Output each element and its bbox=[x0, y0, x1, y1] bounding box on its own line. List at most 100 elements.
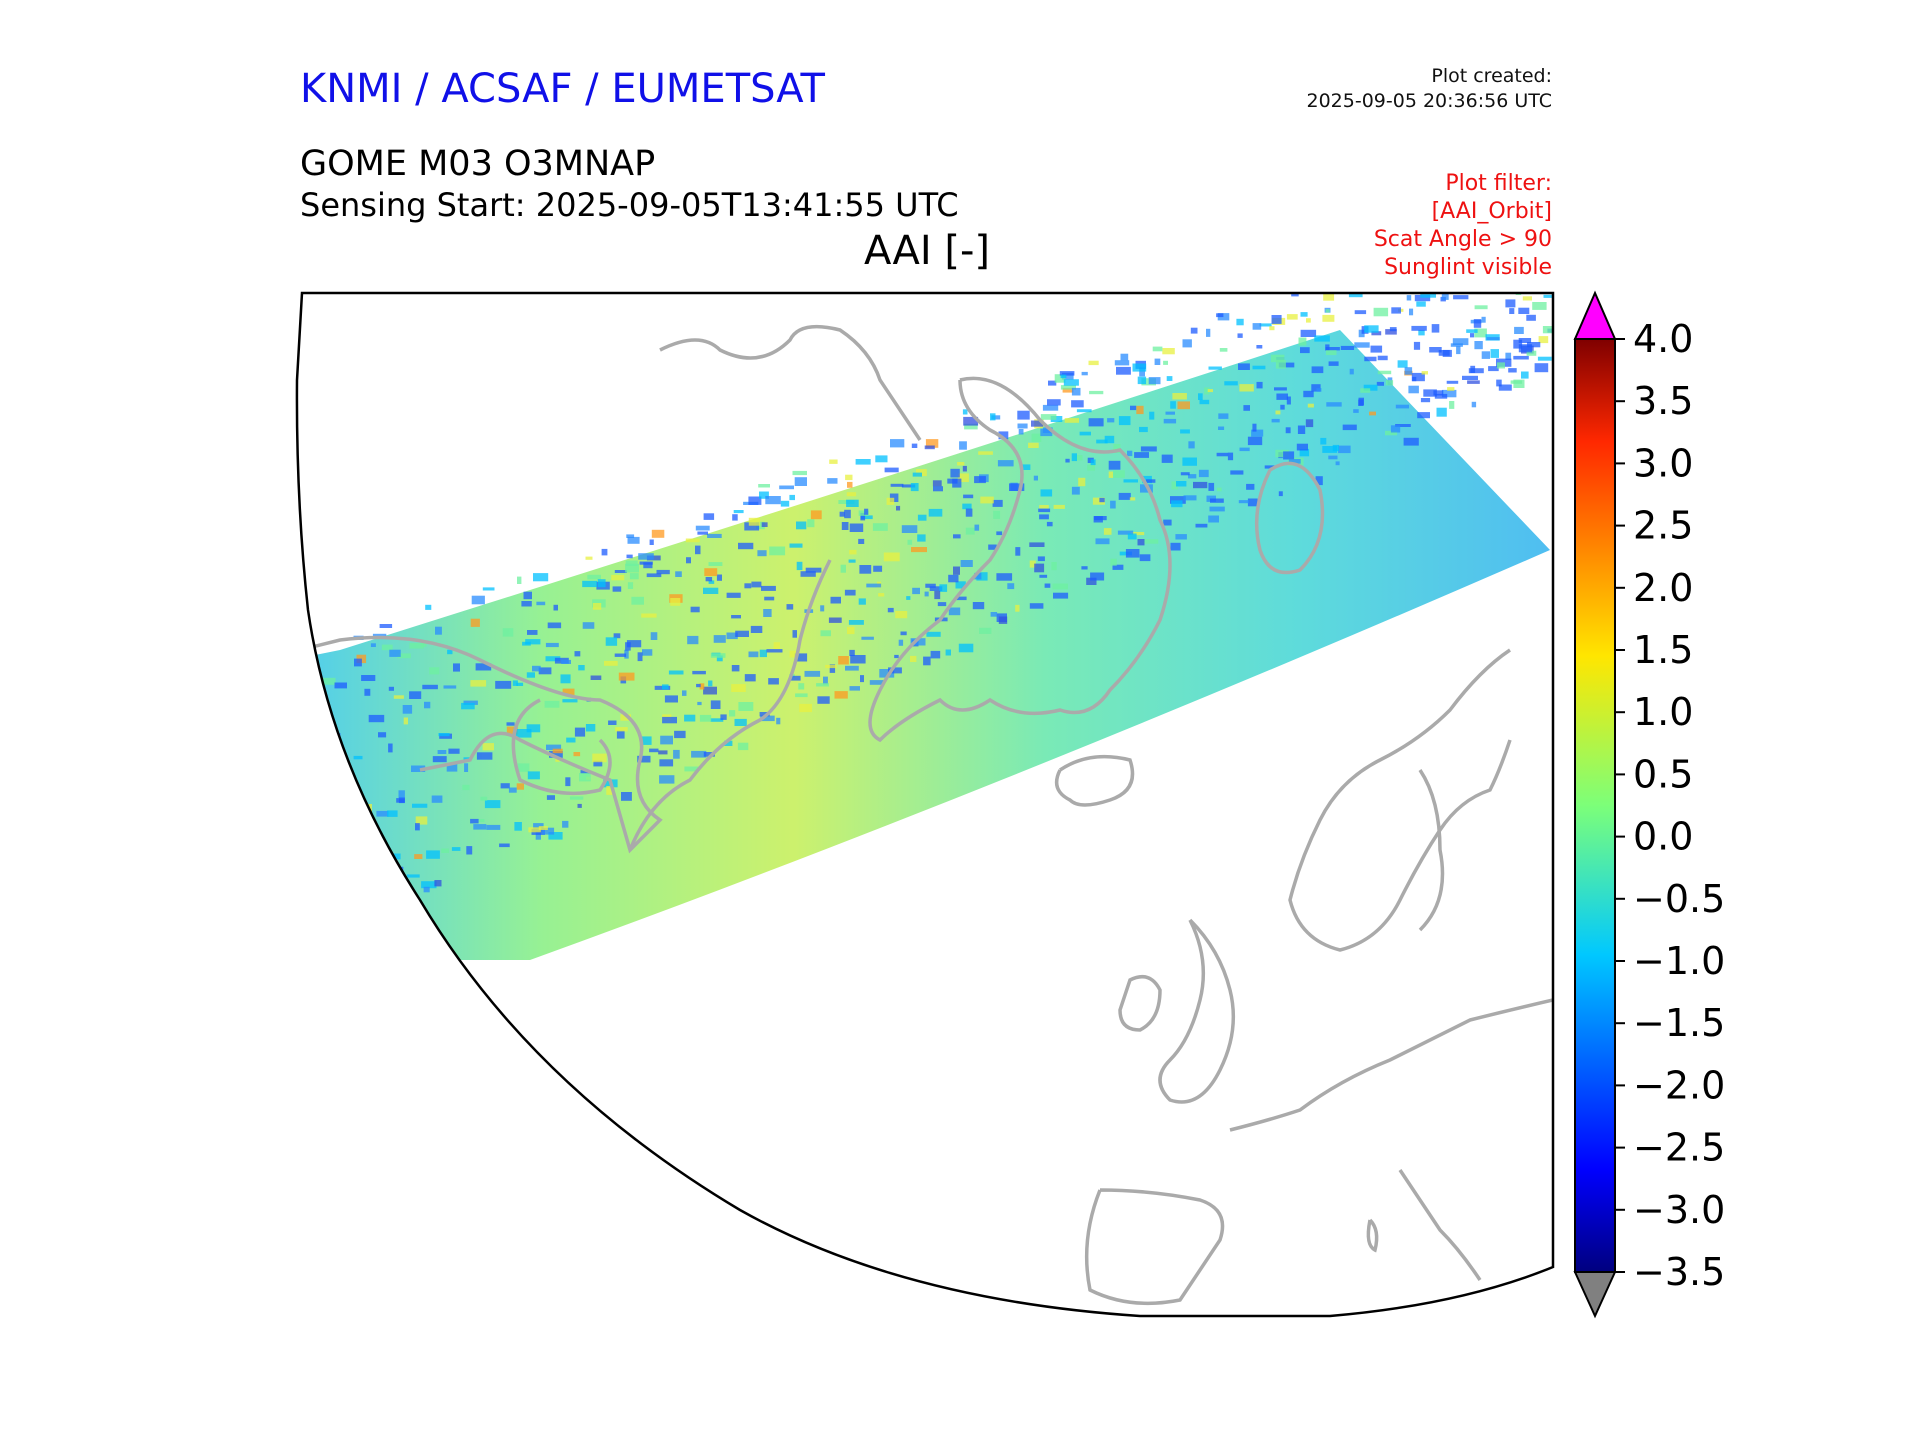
swath-pixel bbox=[517, 763, 530, 772]
swath-pixel bbox=[840, 564, 846, 573]
swath-pixel bbox=[522, 641, 531, 646]
swath-pixel bbox=[827, 478, 838, 484]
swath-pixel bbox=[945, 649, 951, 656]
swath-pixel bbox=[354, 658, 362, 667]
swath-pixel bbox=[1071, 400, 1084, 408]
swath-pixel bbox=[641, 736, 652, 745]
swath-pixel bbox=[1403, 437, 1419, 446]
swath-pixel bbox=[533, 573, 549, 582]
swath-pixel bbox=[423, 886, 430, 893]
swath-pixel bbox=[1376, 381, 1384, 386]
swath-pixel bbox=[1373, 307, 1389, 317]
swath-pixel bbox=[1275, 359, 1286, 369]
swath-pixel bbox=[1177, 401, 1190, 410]
swath-pixel bbox=[750, 625, 763, 633]
swath-pixel bbox=[508, 787, 517, 793]
swath-pixel bbox=[447, 649, 453, 655]
swath-pixel bbox=[886, 497, 895, 505]
swath-pixel bbox=[642, 649, 653, 656]
swath-pixel bbox=[872, 523, 888, 531]
swath-pixel bbox=[1434, 393, 1448, 399]
swath-pixel bbox=[668, 670, 684, 675]
swath-pixel bbox=[580, 770, 590, 774]
swath-pixel bbox=[1300, 347, 1310, 354]
swath-pixel bbox=[1119, 551, 1132, 556]
swath-pixel bbox=[574, 651, 581, 657]
swath-pixel bbox=[368, 714, 385, 723]
swath-pixel bbox=[1088, 418, 1104, 427]
swath-pixel bbox=[434, 880, 442, 887]
swath-pixel bbox=[1046, 521, 1053, 527]
swath-pixel bbox=[587, 574, 601, 580]
swath-pixel bbox=[1154, 358, 1161, 365]
swath-pixel bbox=[626, 554, 633, 559]
swath-pixel bbox=[855, 459, 871, 465]
swath-pixel bbox=[646, 555, 661, 561]
swath-pixel bbox=[422, 684, 438, 690]
swath-pixel bbox=[535, 831, 541, 840]
swath-pixel bbox=[1113, 444, 1121, 453]
swath-pixel bbox=[1314, 335, 1330, 342]
swath-pixel bbox=[544, 700, 560, 708]
swath-pixel bbox=[626, 640, 642, 648]
swath-pixel bbox=[662, 684, 669, 690]
swath-pixel bbox=[1408, 385, 1419, 394]
swath-pixel bbox=[1514, 326, 1524, 334]
swath-pixel bbox=[1441, 293, 1449, 300]
swath-pixel bbox=[409, 691, 422, 699]
swath-pixel bbox=[412, 803, 428, 808]
swath-pixel bbox=[629, 573, 639, 580]
swath-pixel bbox=[1474, 341, 1483, 350]
swath-pixel bbox=[682, 690, 687, 696]
swath-pixel bbox=[1488, 366, 1499, 372]
swath-pixel bbox=[542, 827, 555, 835]
swath-pixel bbox=[1328, 361, 1339, 366]
swath-pixel bbox=[1117, 530, 1134, 535]
swath-pixel bbox=[697, 701, 702, 706]
swath-pixel bbox=[959, 441, 967, 450]
colorbar-tick-label: 3.0 bbox=[1633, 441, 1693, 485]
swath-pixel bbox=[1224, 381, 1238, 386]
swath-pixel bbox=[932, 480, 942, 487]
swath-pixel bbox=[838, 656, 849, 665]
swath-pixel bbox=[1146, 479, 1156, 483]
swath-pixel bbox=[898, 639, 904, 646]
swath-pixel bbox=[1107, 418, 1115, 423]
swath-pixel bbox=[1243, 405, 1250, 411]
swath-pixel bbox=[1518, 344, 1532, 353]
swath-pixel bbox=[615, 727, 628, 732]
swath-pixel bbox=[1118, 492, 1131, 500]
swath-pixel bbox=[807, 519, 815, 528]
swath-pixel bbox=[1108, 471, 1114, 478]
swath-pixel bbox=[1447, 387, 1455, 391]
swath-pixel bbox=[1364, 356, 1377, 362]
swath-pixel bbox=[426, 850, 440, 859]
swath-pixel bbox=[476, 752, 493, 760]
swath-pixel bbox=[451, 847, 461, 851]
swath-pixel bbox=[992, 499, 1003, 507]
swath-pixel bbox=[1188, 474, 1197, 479]
swath-pixel bbox=[1468, 368, 1484, 374]
colorbar-tick-label: −3.0 bbox=[1633, 1188, 1725, 1232]
swath-pixel bbox=[398, 790, 405, 799]
swath-pixel bbox=[1176, 481, 1187, 487]
swath-pixel bbox=[1470, 333, 1475, 338]
swath-pixel bbox=[1140, 446, 1157, 452]
swath-pixel bbox=[1093, 516, 1103, 523]
swath-pixel bbox=[759, 649, 767, 658]
plot-filter-title: Plot filter: bbox=[1445, 171, 1552, 196]
swath-pixel bbox=[1217, 313, 1230, 321]
coastline-iberia bbox=[1084, 1188, 1225, 1306]
swath-pixel bbox=[1078, 477, 1086, 487]
swath-pixel bbox=[1283, 451, 1295, 460]
swath-pixel bbox=[1188, 441, 1195, 449]
swath-pixel bbox=[962, 503, 972, 510]
swath-pixel bbox=[847, 481, 853, 488]
swath-pixel bbox=[446, 763, 458, 772]
swath-pixel bbox=[839, 511, 845, 517]
swath-pixel bbox=[748, 517, 760, 526]
swath-pixel bbox=[1208, 366, 1222, 370]
coastline-iceland bbox=[1054, 754, 1135, 807]
swath-pixel bbox=[890, 439, 905, 448]
